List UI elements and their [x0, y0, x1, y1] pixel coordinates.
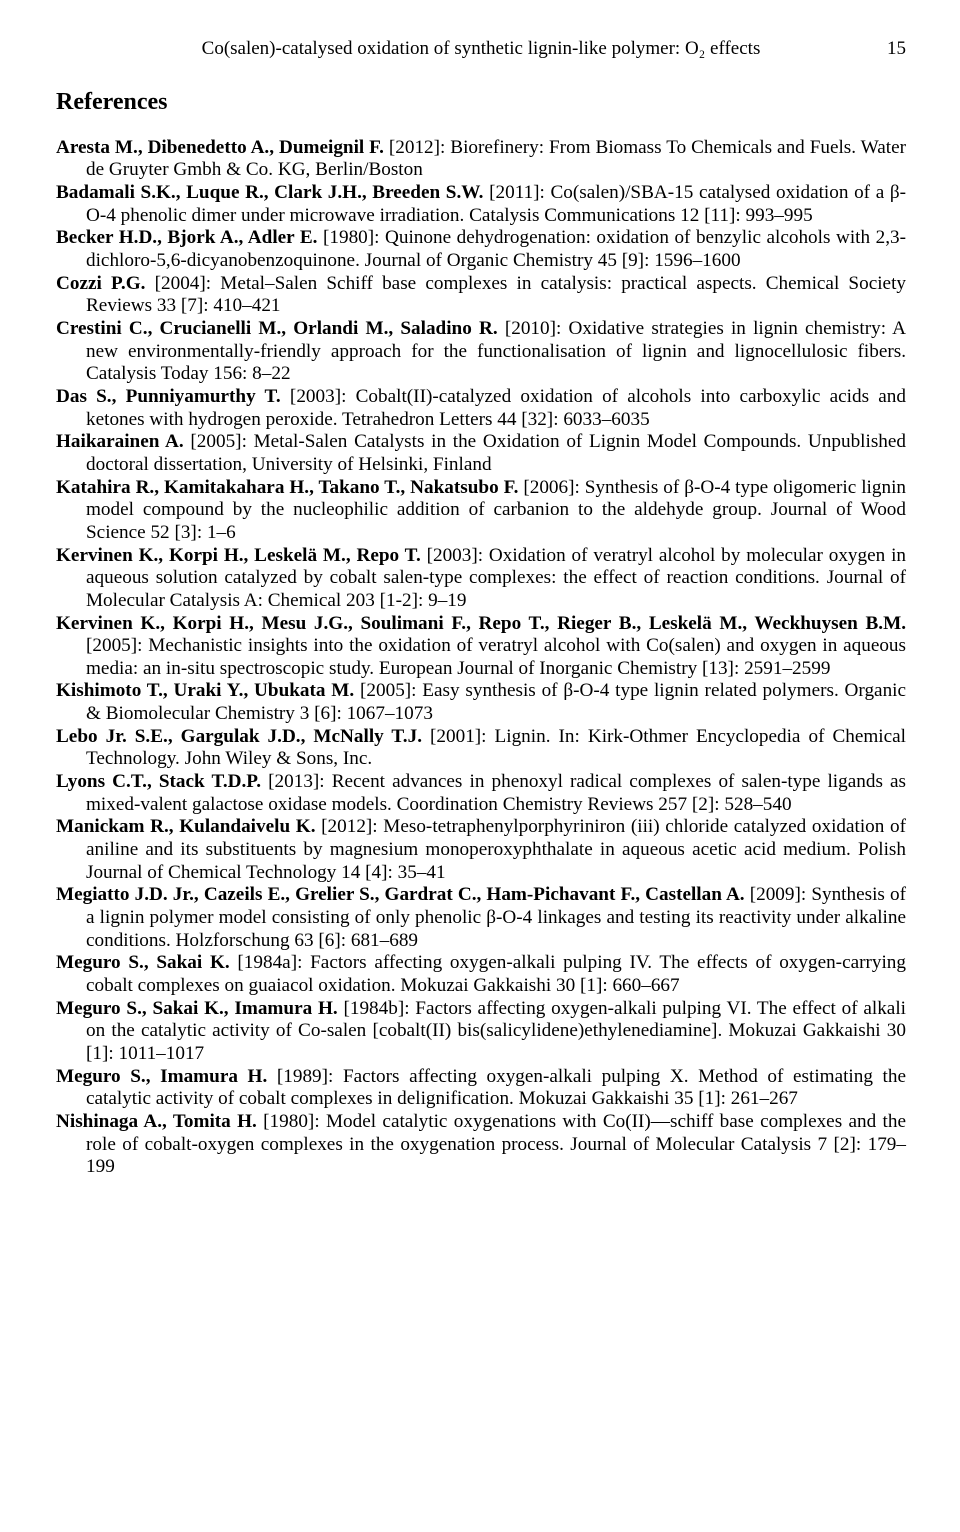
reference-authors: Crestini C., Crucianelli M., Orlandi M.,…	[56, 318, 498, 339]
reference-authors: Megiatto J.D. Jr., Cazeils E., Grelier S…	[56, 884, 745, 905]
reference-entry: Badamali S.K., Luque R., Clark J.H., Bre…	[56, 182, 906, 227]
reference-entry: Meguro S., Sakai K. [1984a]: Factors aff…	[56, 952, 906, 997]
reference-entry: Becker H.D., Bjork A., Adler E. [1980]: …	[56, 227, 906, 272]
reference-authors: Meguro S., Sakai K., Imamura H.	[56, 998, 338, 1019]
reference-text: [2005]: Mechanistic insights into the ox…	[86, 635, 906, 679]
reference-entry: Meguro S., Imamura H. [1989]: Factors af…	[56, 1066, 906, 1111]
reference-entry: Kishimoto T., Uraki Y., Ubukata M. [2005…	[56, 680, 906, 725]
reference-authors: Becker H.D., Bjork A., Adler E.	[56, 227, 317, 248]
reference-text: [2004]: Metal–Salen Schiff base complexe…	[86, 273, 906, 317]
reference-authors: Manickam R., Kulandaivelu K.	[56, 816, 316, 837]
reference-authors: Nishinaga A., Tomita H.	[56, 1111, 257, 1132]
reference-entry: Crestini C., Crucianelli M., Orlandi M.,…	[56, 318, 906, 386]
reference-authors: Haikarainen A.	[56, 431, 184, 452]
page-number: 15	[866, 38, 906, 60]
reference-authors: Meguro S., Imamura H.	[56, 1066, 267, 1087]
reference-entry: Lebo Jr. S.E., Gargulak J.D., McNally T.…	[56, 726, 906, 771]
reference-authors: Aresta M., Dibenedetto A., Dumeignil F.	[56, 137, 384, 158]
reference-entry: Lyons C.T., Stack T.D.P. [2013]: Recent …	[56, 771, 906, 816]
reference-authors: Lyons C.T., Stack T.D.P.	[56, 771, 261, 792]
reference-authors: Kervinen K., Korpi H., Leskelä M., Repo …	[56, 545, 421, 566]
reference-entry: Nishinaga A., Tomita H. [1980]: Model ca…	[56, 1111, 906, 1179]
reference-authors: Katahira R., Kamitakahara H., Takano T.,…	[56, 477, 518, 498]
reference-entry: Das S., Punniyamurthy T. [2003]: Cobalt(…	[56, 386, 906, 431]
reference-entry: Manickam R., Kulandaivelu K. [2012]: Mes…	[56, 816, 906, 884]
reference-entry: Haikarainen A. [2005]: Metal-Salen Catal…	[56, 431, 906, 476]
running-head: Co(salen)-catalysed oxidation of synthet…	[56, 38, 906, 60]
reference-authors: Kervinen K., Korpi H., Mesu J.G., Soulim…	[56, 613, 906, 634]
section-title: References	[56, 88, 906, 116]
reference-entry: Megiatto J.D. Jr., Cazeils E., Grelier S…	[56, 884, 906, 952]
references-list: Aresta M., Dibenedetto A., Dumeignil F. …	[56, 137, 906, 1179]
reference-entry: Meguro S., Sakai K., Imamura H. [1984b]:…	[56, 998, 906, 1066]
reference-entry: Kervinen K., Korpi H., Leskelä M., Repo …	[56, 545, 906, 613]
reference-authors: Kishimoto T., Uraki Y., Ubukata M.	[56, 680, 354, 701]
reference-entry: Katahira R., Kamitakahara H., Takano T.,…	[56, 477, 906, 545]
reference-authors: Badamali S.K., Luque R., Clark J.H., Bre…	[56, 182, 483, 203]
reference-authors: Das S., Punniyamurthy T.	[56, 386, 281, 407]
reference-entry: Cozzi P.G. [2004]: Metal–Salen Schiff ba…	[56, 273, 906, 318]
reference-entry: Aresta M., Dibenedetto A., Dumeignil F. …	[56, 137, 906, 182]
reference-authors: Meguro S., Sakai K.	[56, 952, 230, 973]
reference-authors: Lebo Jr. S.E., Gargulak J.D., McNally T.…	[56, 726, 422, 747]
reference-text: [2005]: Metal-Salen Catalysts in the Oxi…	[86, 431, 906, 475]
reference-authors: Cozzi P.G.	[56, 273, 145, 294]
reference-entry: Kervinen K., Korpi H., Mesu J.G., Soulim…	[56, 613, 906, 681]
running-title: Co(salen)-catalysed oxidation of synthet…	[96, 38, 866, 60]
